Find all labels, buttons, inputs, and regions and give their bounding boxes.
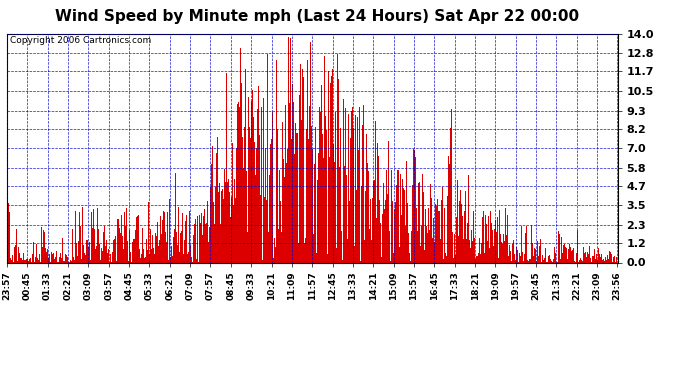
Text: Wind Speed by Minute mph (Last 24 Hours) Sat Apr 22 00:00: Wind Speed by Minute mph (Last 24 Hours)… <box>55 9 580 24</box>
Text: Copyright 2006 Cartronics.com: Copyright 2006 Cartronics.com <box>10 36 151 45</box>
